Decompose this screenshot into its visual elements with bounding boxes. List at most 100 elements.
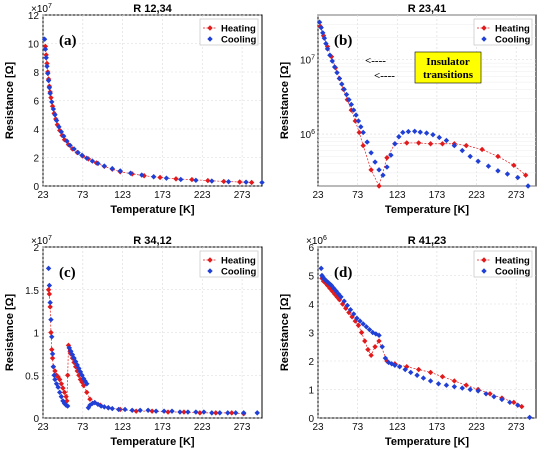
- y-tick-label: 1: [308, 386, 314, 397]
- data-point: [60, 385, 66, 391]
- y-tick-label: 8: [33, 68, 39, 79]
- data-point: [49, 99, 55, 105]
- data-point: [336, 75, 343, 82]
- data-point: [165, 409, 171, 415]
- data-point: [45, 77, 52, 84]
- data-point: [181, 409, 187, 415]
- data-point: [46, 84, 53, 91]
- data-point: [467, 153, 473, 160]
- data-point: [197, 410, 203, 416]
- data-point: [64, 138, 70, 144]
- y-tick-label: 3: [308, 329, 314, 340]
- x-tick-label: 173: [154, 190, 171, 201]
- annotation-line2: transitions: [423, 69, 474, 81]
- data-point: [221, 178, 227, 185]
- y-exponent-label: ×107: [31, 3, 52, 15]
- data-point: [360, 321, 366, 327]
- data-point: [58, 129, 65, 135]
- panel-label: (c): [59, 265, 76, 281]
- data-point: [515, 402, 521, 408]
- chart-title: R 34,12: [133, 235, 172, 247]
- data-point: [439, 141, 446, 147]
- data-point: [499, 396, 505, 403]
- y-tick-label: 0: [33, 182, 39, 193]
- data-point: [48, 329, 54, 336]
- data-point: [354, 315, 360, 321]
- data-point: [443, 382, 450, 388]
- x-tick-label: 223: [468, 190, 485, 201]
- data-point: [360, 142, 366, 149]
- data-point: [52, 368, 58, 374]
- data-point: [355, 118, 362, 124]
- data-point: [193, 177, 199, 183]
- data-point: [439, 373, 446, 380]
- data-point: [53, 117, 60, 124]
- annotation-box: [414, 51, 482, 84]
- data-point: [479, 146, 485, 153]
- data-point: [376, 332, 382, 339]
- panel-label: (b): [334, 33, 352, 49]
- data-point: [451, 383, 458, 390]
- data-point: [109, 165, 115, 172]
- legend-label: Cooling: [495, 267, 531, 278]
- x-tick-label: 23: [312, 190, 324, 201]
- data-point: [495, 153, 501, 160]
- data-point: [95, 160, 101, 167]
- data-point: [376, 167, 382, 173]
- data-point: [173, 176, 179, 182]
- x-tick-label: 123: [114, 190, 131, 201]
- data-point: [248, 179, 255, 186]
- data-point: [507, 399, 513, 406]
- x-tick-label: 123: [389, 422, 406, 433]
- y-tick-label: 107: [300, 55, 315, 67]
- legend-label: Cooling: [221, 35, 257, 46]
- data-point: [368, 150, 374, 156]
- data-point: [101, 404, 108, 410]
- data-point: [52, 112, 58, 118]
- chart-title: R 41,23: [408, 235, 447, 247]
- data-point: [347, 307, 354, 313]
- data-point: [402, 366, 408, 373]
- y-tick-label: 12: [28, 11, 40, 22]
- data-point: [58, 393, 65, 400]
- data-point: [511, 399, 517, 406]
- data-point: [44, 63, 50, 69]
- data-point: [48, 94, 54, 101]
- y-exponent-label: ×106: [306, 235, 327, 247]
- data-point: [75, 149, 81, 156]
- data-point: [139, 172, 145, 178]
- data-point: [376, 183, 382, 189]
- data-point: [417, 129, 423, 135]
- x-axis-label: Temperature [K]: [385, 204, 469, 216]
- x-tick-label: 23: [37, 422, 49, 433]
- data-point: [43, 55, 49, 61]
- data-point: [55, 384, 61, 390]
- y-tick-label: 10: [28, 40, 40, 51]
- legend-label: Cooling: [495, 35, 531, 46]
- x-tick-label: 123: [114, 422, 131, 433]
- data-point: [161, 408, 167, 414]
- data-point: [51, 372, 57, 378]
- chart-title: R 23,41: [408, 3, 447, 15]
- data-point: [47, 304, 53, 310]
- data-point: [366, 326, 373, 333]
- data-point: [427, 141, 434, 147]
- data-point: [459, 147, 465, 154]
- x-tick-label: 23: [312, 422, 324, 433]
- data-point: [515, 174, 521, 181]
- data-point: [318, 24, 324, 31]
- data-point: [430, 132, 436, 138]
- data-point: [45, 70, 51, 77]
- y-tick-label: 0: [33, 414, 39, 425]
- chart-panel-1: 23 73 123 173 223 273 0 2 4 6 8 10 12×107 R 12,34 Temp…: [4, 3, 265, 216]
- y-tick-label: 2: [33, 243, 39, 254]
- y-tick-label: 1.5: [25, 286, 39, 297]
- data-point: [225, 410, 231, 416]
- data-point: [61, 400, 68, 407]
- data-point: [46, 282, 53, 289]
- series-cooling: [45, 265, 260, 416]
- data-point: [329, 58, 335, 64]
- data-point: [423, 130, 430, 136]
- data-point: [415, 366, 422, 373]
- panel-label: (a): [59, 33, 77, 49]
